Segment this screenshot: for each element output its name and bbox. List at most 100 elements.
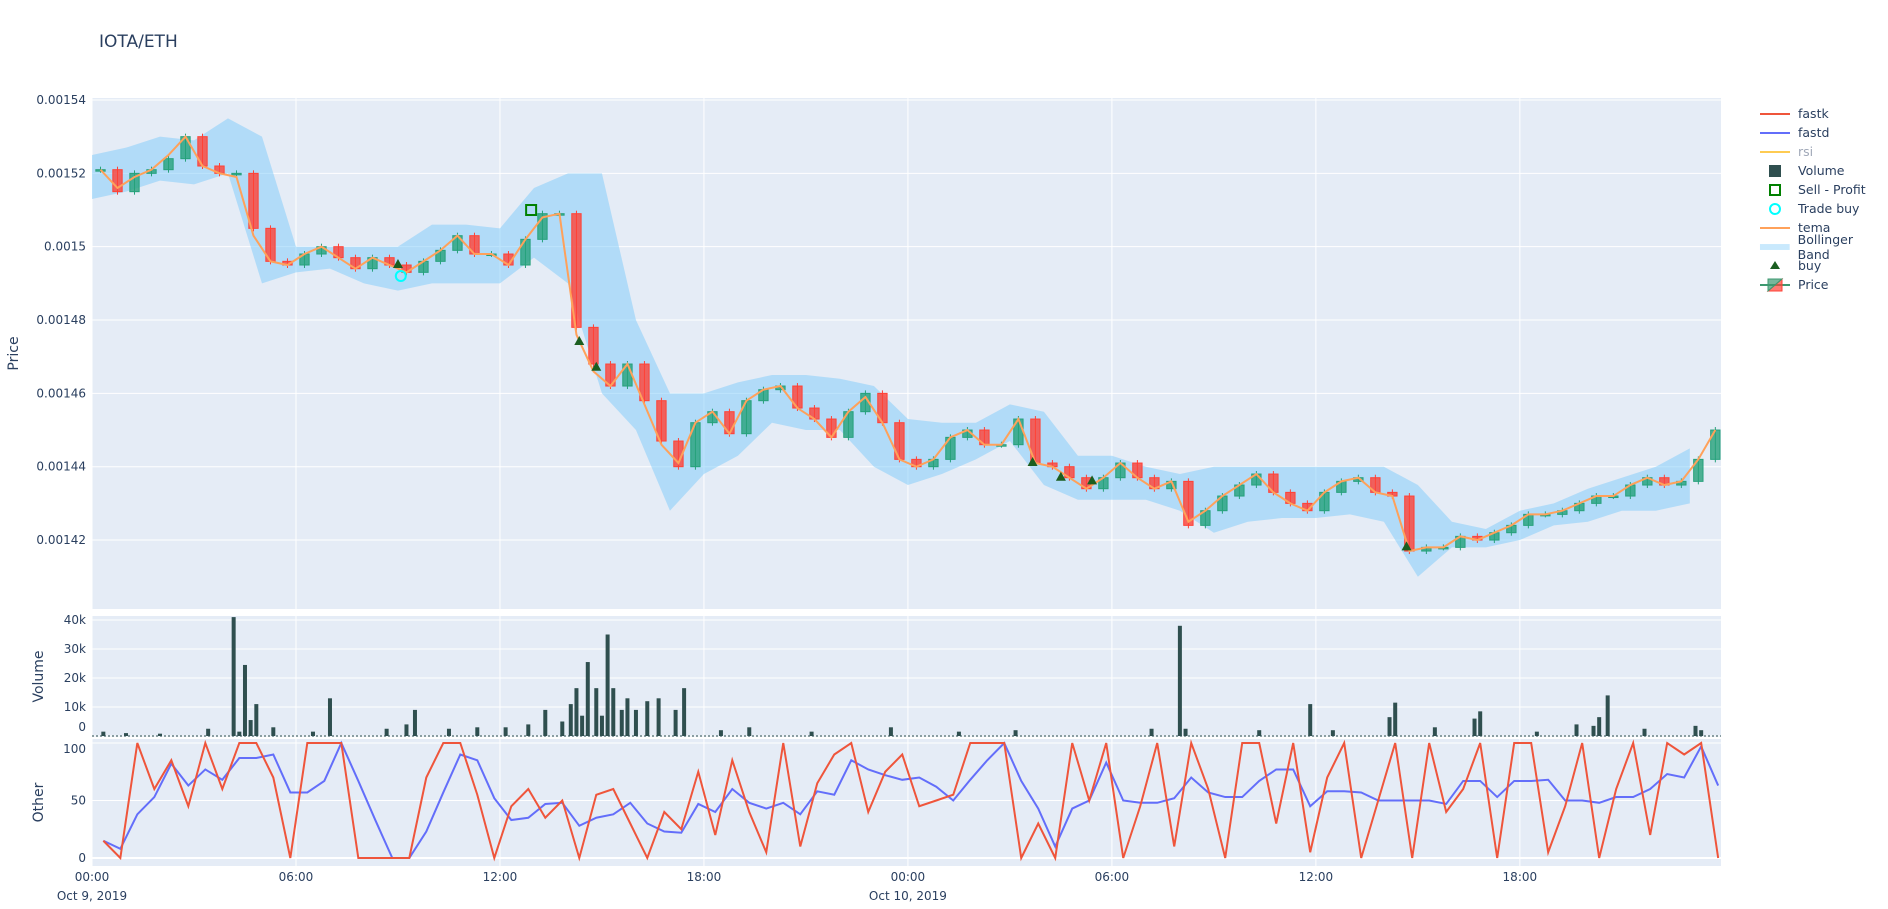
- volume-bar: [157, 733, 162, 736]
- volume-bar: [673, 709, 678, 736]
- legend-label: fastd: [1798, 125, 1830, 140]
- legend-item-fastd[interactable]: fastd: [1758, 123, 1888, 142]
- tema-line: [99, 134, 1717, 553]
- volume-bar: [1642, 728, 1647, 736]
- candle-body: [537, 213, 548, 240]
- price-axis-title: Price: [6, 336, 22, 370]
- price-tick-label: 0.0015: [44, 240, 86, 254]
- buy-marker: [1087, 475, 1098, 485]
- volume-bar: [605, 634, 610, 736]
- legend-open-circle-icon: [1769, 202, 1781, 215]
- trade-buy-marker: [394, 270, 407, 283]
- legend-item-tema[interactable]: tema: [1758, 218, 1888, 237]
- volume-bar: [206, 728, 211, 736]
- volume-bar: [594, 688, 599, 736]
- legend-item-trade-buy[interactable]: Trade buy: [1758, 199, 1888, 218]
- volume-bar: [1699, 730, 1704, 736]
- volume-bar: [1177, 625, 1182, 736]
- price-tick-label: 0.00146: [36, 386, 86, 400]
- volume-bar: [1393, 702, 1398, 736]
- volume-bar: [1257, 730, 1262, 736]
- legend-item-fastk[interactable]: fastk: [1758, 104, 1888, 123]
- buy-marker: [1027, 457, 1038, 467]
- buy-marker: [1055, 471, 1066, 481]
- volume-bar: [1013, 730, 1018, 736]
- volume-bar: [585, 662, 590, 736]
- candle-body: [639, 363, 650, 402]
- sell-profit-marker: [525, 204, 538, 217]
- candle-body: [248, 172, 259, 229]
- candle-body: [112, 169, 123, 193]
- buy-marker: [574, 336, 585, 346]
- other-axis-title: Other: [31, 782, 47, 822]
- volume-bar: [574, 688, 579, 736]
- legend-square-icon: [1769, 164, 1781, 177]
- volume-bar: [1478, 711, 1483, 736]
- x-tick-label: 06:00: [1095, 870, 1130, 884]
- candle-body: [656, 400, 667, 442]
- volume-bar: [446, 728, 451, 736]
- legend-label: Price: [1798, 277, 1829, 292]
- volume-bar: [310, 731, 315, 736]
- chart-title: IOTA/ETH: [99, 32, 178, 52]
- price-tick-label: 0.00142: [36, 533, 86, 547]
- volume-bar: [1330, 730, 1335, 736]
- legend-item-bollinger-band[interactable]: Bollinger Band: [1758, 232, 1888, 262]
- other-pane: [92, 739, 1721, 866]
- volume-bar: [101, 731, 106, 736]
- volume-bar: [1597, 717, 1602, 736]
- buy-marker: [1401, 541, 1412, 551]
- volume-bar: [682, 688, 687, 736]
- volume-bar: [384, 728, 389, 736]
- volume-bar: [1472, 718, 1477, 736]
- volume-pane: [92, 616, 1721, 737]
- candle-body: [231, 172, 242, 176]
- price-tick-label: 0.00148: [36, 313, 86, 327]
- volume-tick-label: 20k: [64, 671, 86, 685]
- x-tick-label: 18:00: [1503, 870, 1538, 884]
- legend-open-square-icon: [1769, 183, 1781, 196]
- legend-label: Volume: [1798, 163, 1845, 178]
- legend-candle-icon: [1760, 277, 1790, 292]
- volume-bar: [560, 721, 565, 736]
- volume-bar: [412, 709, 417, 736]
- fastk-line: [102, 739, 1720, 862]
- volume-bar: [1574, 724, 1579, 736]
- volume-bar: [888, 727, 893, 736]
- volume-tick-label: 10k: [64, 700, 86, 714]
- legend-line-icon: [1760, 150, 1790, 153]
- x-tick-label: 12:00: [1299, 870, 1334, 884]
- volume-bar: [568, 704, 573, 736]
- volume-bar: [242, 664, 247, 736]
- x-tick-date-label: Oct 9, 2019: [57, 889, 127, 903]
- volume-bar: [503, 727, 508, 736]
- legend-item-rsi[interactable]: rsi: [1758, 142, 1888, 161]
- volume-bar: [271, 727, 276, 736]
- legend-item-buy[interactable]: buy: [1758, 256, 1888, 275]
- legend-label: Sell - Profit: [1798, 182, 1866, 197]
- legend-line-icon: [1760, 131, 1790, 134]
- bollinger-band-area: [92, 118, 1690, 577]
- volume-bar: [254, 704, 259, 736]
- x-tick-label: 18:00: [687, 870, 722, 884]
- volume-bar: [123, 733, 128, 736]
- legend: fastk fastd rsi Volume Sell - Profit Trade bu…: [1758, 104, 1888, 294]
- volume-bar: [327, 698, 332, 736]
- candle-body: [129, 172, 140, 193]
- volume-tick-label: 40k: [64, 613, 86, 627]
- volume-bar: [718, 730, 723, 736]
- price-tick-label: 0.00152: [36, 166, 86, 180]
- other-tick-label: 100: [63, 742, 86, 756]
- volume-bar: [1693, 725, 1698, 736]
- candle-body: [588, 326, 599, 365]
- legend-label: buy: [1798, 258, 1822, 273]
- candle-body: [1183, 480, 1194, 526]
- volume-bar: [645, 701, 650, 736]
- legend-item-sell-profit[interactable]: Sell - Profit: [1758, 180, 1888, 199]
- price-tick-label: 0.00154: [36, 93, 86, 107]
- legend-item-volume[interactable]: Volume: [1758, 161, 1888, 180]
- legend-item-price[interactable]: Price: [1758, 275, 1888, 294]
- legend-band-icon: [1759, 243, 1790, 250]
- volume-bar: [611, 688, 616, 736]
